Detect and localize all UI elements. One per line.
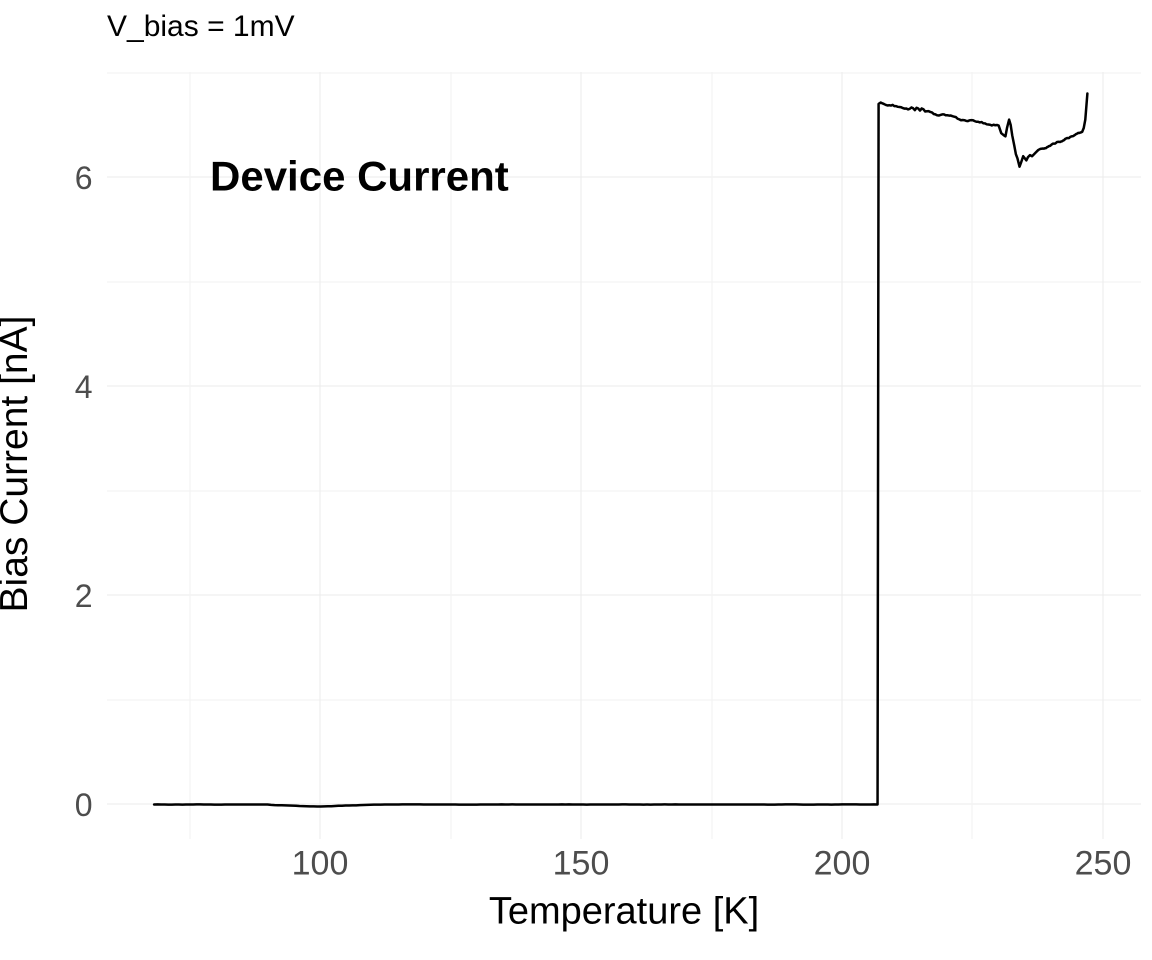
svg-text:6: 6: [75, 160, 93, 196]
svg-text:4: 4: [75, 369, 93, 405]
svg-text:Device Current: Device Current: [210, 152, 509, 199]
svg-text:200: 200: [814, 845, 871, 883]
svg-text:2: 2: [75, 578, 93, 614]
svg-text:Temperature [K]: Temperature [K]: [489, 891, 759, 933]
svg-text:Bias Current [nA]: Bias Current [nA]: [0, 316, 36, 613]
svg-text:150: 150: [553, 845, 610, 883]
svg-text:V_bias = 1mV: V_bias = 1mV: [107, 10, 295, 43]
svg-text:250: 250: [1075, 845, 1132, 883]
svg-text:0: 0: [75, 787, 93, 823]
svg-text:100: 100: [292, 845, 349, 883]
